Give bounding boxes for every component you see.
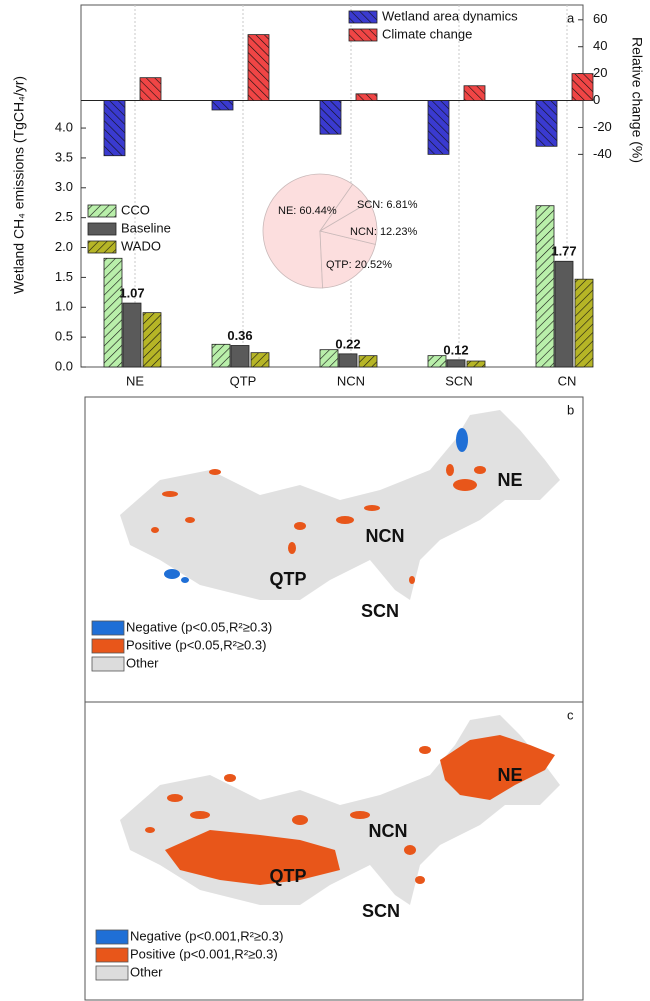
pie-label: NE: 60.44% <box>278 205 337 217</box>
bar <box>231 345 249 367</box>
bar <box>359 356 377 367</box>
bar <box>536 206 554 367</box>
bar <box>212 344 230 367</box>
legend-label: Climate change <box>382 26 472 41</box>
x-tick-label: NCN <box>337 373 365 388</box>
bar <box>536 101 557 147</box>
panel-label: b <box>567 402 574 417</box>
bar <box>143 313 161 367</box>
bar <box>140 78 161 101</box>
bar <box>467 361 485 367</box>
value-label: 1.07 <box>119 286 144 301</box>
figure: a Wetland CH₄ emissions (TgCH₄/yr) Relat… <box>0 0 650 1001</box>
region-label: QTP <box>269 866 306 886</box>
legend-label: Other <box>126 655 159 670</box>
bar <box>104 258 122 367</box>
y2-tick-label: -20 <box>593 119 612 134</box>
bar <box>212 101 233 110</box>
page: {"chart_data": {"type": "bar", "panel_la… <box>0 0 650 1001</box>
value-label: 1.77 <box>551 244 576 259</box>
legend-swatch <box>92 639 124 653</box>
legend-swatch <box>92 621 124 635</box>
x-tick-label: QTP <box>230 373 257 388</box>
region-label: NE <box>497 470 522 490</box>
panel-label: a <box>567 10 575 25</box>
bar <box>251 353 269 367</box>
y-tick-label: 0.5 <box>55 329 73 344</box>
y-tick-label: 2.5 <box>55 209 73 224</box>
bar <box>555 261 573 367</box>
bar <box>464 86 485 101</box>
legend-label: Baseline <box>121 220 171 235</box>
pie-label: SCN: 6.81% <box>357 199 418 211</box>
bar <box>339 354 357 367</box>
x-tick-label: SCN <box>445 373 472 388</box>
bar <box>447 360 465 367</box>
legend-swatch <box>88 205 116 217</box>
value-label: 0.12 <box>443 342 468 357</box>
legend-label: WADO <box>121 238 161 253</box>
bar <box>428 356 446 367</box>
bar <box>320 350 338 367</box>
y-tick-label: 2.0 <box>55 239 73 254</box>
region-label: NCN <box>369 821 408 841</box>
legend-swatch <box>349 11 377 23</box>
map-panel: c NE NCN QTP SCN Negative (p<0.001,R²≥0.3) Pos… <box>85 702 583 1000</box>
y2-tick-label: 20 <box>593 65 607 80</box>
bar <box>123 303 141 367</box>
y-tick-label: 1.5 <box>55 269 73 284</box>
pie-label: QTP: 20.52% <box>326 259 392 271</box>
y-tick-label: 3.0 <box>55 179 73 194</box>
bar <box>575 279 593 367</box>
bar <box>320 101 341 135</box>
y-axis-label: Wetland CH₄ emissions (TgCH₄/yr) <box>11 76 27 294</box>
map-land <box>120 410 560 600</box>
bar <box>104 101 125 156</box>
y2-tick-label: 0 <box>593 92 600 107</box>
bar <box>428 101 449 155</box>
bar <box>572 74 593 101</box>
legend-label: CCO <box>121 202 150 217</box>
map-panel: b NE NCN QTP SCN Negative (p<0.05,R²≥0.3) Posi… <box>85 397 583 702</box>
legend-swatch <box>88 241 116 253</box>
legend-label: Positive (p<0.05,R²≥0.3) <box>126 637 266 652</box>
legend-label: Negative (p<0.001,R²≥0.3) <box>130 928 283 943</box>
x-tick-label: CN <box>558 373 577 388</box>
y2-tick-label: 60 <box>593 11 607 26</box>
bar <box>356 94 377 101</box>
legend-label: Other <box>130 964 163 979</box>
y2-tick-label: 40 <box>593 38 607 53</box>
y2-axis-label: Relative change (%) <box>629 37 645 163</box>
legend-swatch <box>96 930 128 944</box>
value-label: 0.36 <box>227 328 252 343</box>
x-tick-label: NE <box>126 373 144 388</box>
region-label: NE <box>497 765 522 785</box>
y2-tick-label: -40 <box>593 146 612 161</box>
y-tick-label: 4.0 <box>55 119 73 134</box>
legend-swatch <box>96 948 128 962</box>
legend-label: Positive (p<0.001,R²≥0.3) <box>130 946 278 961</box>
legend-swatch <box>88 223 116 235</box>
region-label: SCN <box>361 601 399 621</box>
panel-label: c <box>567 707 574 722</box>
region-label: NCN <box>366 526 405 546</box>
legend-swatch <box>96 966 128 980</box>
legend-label: Negative (p<0.05,R²≥0.3) <box>126 619 272 634</box>
value-label: 0.22 <box>335 336 360 351</box>
legend-swatch <box>92 657 124 671</box>
legend-swatch <box>349 29 377 41</box>
bar <box>248 35 269 101</box>
y-tick-label: 0.0 <box>55 358 73 373</box>
region-label: QTP <box>269 569 306 589</box>
y-tick-label: 1.0 <box>55 299 73 314</box>
legend-label: Wetland area dynamics <box>382 8 518 23</box>
y-tick-label: 3.5 <box>55 149 73 164</box>
pie-label: NCN: 12.23% <box>350 226 417 238</box>
region-label: SCN <box>362 901 400 921</box>
